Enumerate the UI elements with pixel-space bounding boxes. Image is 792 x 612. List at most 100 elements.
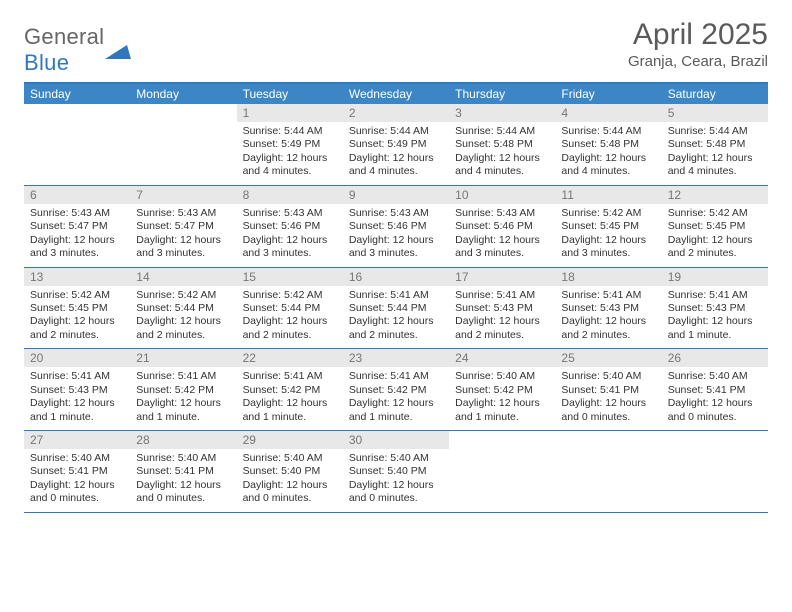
sunrise-line: Sunrise: 5:40 AM [30,452,124,465]
sunrise-line: Sunrise: 5:40 AM [243,452,337,465]
calendar-body: 1Sunrise: 5:44 AMSunset: 5:49 PMDaylight… [24,104,768,513]
day-body: Sunrise: 5:40 AMSunset: 5:41 PMDaylight:… [555,367,661,430]
sunset-line: Sunset: 5:44 PM [136,302,230,315]
sunrise-line: Sunrise: 5:42 AM [668,207,762,220]
calendar-header-row: Sunday Monday Tuesday Wednesday Thursday… [24,84,768,104]
title-block: April 2025 Granja, Ceara, Brazil [628,18,768,70]
calendar-week: 27Sunrise: 5:40 AMSunset: 5:41 PMDayligh… [24,431,768,513]
day-number: 13 [24,268,130,286]
day-number: 29 [237,431,343,449]
sunset-line: Sunset: 5:43 PM [668,302,762,315]
day-body: Sunrise: 5:40 AMSunset: 5:41 PMDaylight:… [24,449,130,512]
daylight-line: Daylight: 12 hours and 3 minutes. [349,234,443,261]
calendar-cell: 12Sunrise: 5:42 AMSunset: 5:45 PMDayligh… [662,186,768,267]
day-number: 5 [662,104,768,122]
sunrise-line: Sunrise: 5:44 AM [561,125,655,138]
sunset-line: Sunset: 5:41 PM [668,384,762,397]
day-number: 28 [130,431,236,449]
day-body: Sunrise: 5:41 AMSunset: 5:44 PMDaylight:… [343,286,449,349]
col-friday: Friday [555,84,661,104]
calendar-cell: 16Sunrise: 5:41 AMSunset: 5:44 PMDayligh… [343,268,449,349]
logo-part1: General [24,24,104,49]
day-number: 14 [130,268,236,286]
sunset-line: Sunset: 5:43 PM [455,302,549,315]
sunset-line: Sunset: 5:41 PM [136,465,230,478]
sunrise-line: Sunrise: 5:42 AM [30,289,124,302]
calendar-cell: 24Sunrise: 5:40 AMSunset: 5:42 PMDayligh… [449,349,555,430]
day-body: Sunrise: 5:44 AMSunset: 5:49 PMDaylight:… [237,122,343,185]
daylight-line: Daylight: 12 hours and 3 minutes. [455,234,549,261]
sunrise-line: Sunrise: 5:44 AM [349,125,443,138]
calendar-cell: 20Sunrise: 5:41 AMSunset: 5:43 PMDayligh… [24,349,130,430]
calendar-cell: 3Sunrise: 5:44 AMSunset: 5:48 PMDaylight… [449,104,555,185]
sunrise-line: Sunrise: 5:40 AM [136,452,230,465]
day-number: 26 [662,349,768,367]
daylight-line: Daylight: 12 hours and 0 minutes. [349,479,443,506]
col-thursday: Thursday [449,84,555,104]
daylight-line: Daylight: 12 hours and 4 minutes. [243,152,337,179]
daylight-line: Daylight: 12 hours and 1 minute. [668,315,762,342]
day-number: 4 [555,104,661,122]
daylight-line: Daylight: 12 hours and 0 minutes. [243,479,337,506]
sunset-line: Sunset: 5:49 PM [349,138,443,151]
sunrise-line: Sunrise: 5:41 AM [30,370,124,383]
day-body: Sunrise: 5:41 AMSunset: 5:42 PMDaylight:… [237,367,343,430]
sunset-line: Sunset: 5:47 PM [30,220,124,233]
sunset-line: Sunset: 5:41 PM [561,384,655,397]
daylight-line: Daylight: 12 hours and 0 minutes. [30,479,124,506]
sunset-line: Sunset: 5:46 PM [243,220,337,233]
day-body: Sunrise: 5:40 AMSunset: 5:41 PMDaylight:… [662,367,768,430]
calendar-cell: 15Sunrise: 5:42 AMSunset: 5:44 PMDayligh… [237,268,343,349]
day-body: Sunrise: 5:40 AMSunset: 5:40 PMDaylight:… [237,449,343,512]
day-number: 20 [24,349,130,367]
day-number: 22 [237,349,343,367]
daylight-line: Daylight: 12 hours and 0 minutes. [561,397,655,424]
sunset-line: Sunset: 5:45 PM [30,302,124,315]
daylight-line: Daylight: 12 hours and 4 minutes. [349,152,443,179]
calendar-cell: 18Sunrise: 5:41 AMSunset: 5:43 PMDayligh… [555,268,661,349]
day-number: 21 [130,349,236,367]
calendar-cell: 27Sunrise: 5:40 AMSunset: 5:41 PMDayligh… [24,431,130,512]
day-number: 12 [662,186,768,204]
calendar-week: 20Sunrise: 5:41 AMSunset: 5:43 PMDayligh… [24,349,768,431]
sunset-line: Sunset: 5:40 PM [243,465,337,478]
calendar-cell: 23Sunrise: 5:41 AMSunset: 5:42 PMDayligh… [343,349,449,430]
sunrise-line: Sunrise: 5:43 AM [349,207,443,220]
day-number: 10 [449,186,555,204]
day-number: 6 [24,186,130,204]
header-area: General Blue April 2025 Granja, Ceara, B… [24,18,768,76]
calendar-week: 6Sunrise: 5:43 AMSunset: 5:47 PMDaylight… [24,186,768,268]
daylight-line: Daylight: 12 hours and 1 minute. [30,397,124,424]
col-tuesday: Tuesday [237,84,343,104]
calendar-cell: 1Sunrise: 5:44 AMSunset: 5:49 PMDaylight… [237,104,343,185]
calendar: Sunday Monday Tuesday Wednesday Thursday… [24,82,768,513]
day-body: Sunrise: 5:41 AMSunset: 5:43 PMDaylight:… [555,286,661,349]
day-number: 19 [662,268,768,286]
sunset-line: Sunset: 5:45 PM [561,220,655,233]
day-body: Sunrise: 5:43 AMSunset: 5:47 PMDaylight:… [24,204,130,267]
calendar-cell: 21Sunrise: 5:41 AMSunset: 5:42 PMDayligh… [130,349,236,430]
day-number [130,104,236,122]
col-monday: Monday [130,84,236,104]
day-number: 3 [449,104,555,122]
sunset-line: Sunset: 5:46 PM [349,220,443,233]
daylight-line: Daylight: 12 hours and 4 minutes. [668,152,762,179]
col-sunday: Sunday [24,84,130,104]
day-number: 17 [449,268,555,286]
calendar-cell [449,431,555,512]
sunset-line: Sunset: 5:42 PM [349,384,443,397]
calendar-cell [555,431,661,512]
sunrise-line: Sunrise: 5:40 AM [668,370,762,383]
day-body: Sunrise: 5:40 AMSunset: 5:41 PMDaylight:… [130,449,236,512]
calendar-cell: 5Sunrise: 5:44 AMSunset: 5:48 PMDaylight… [662,104,768,185]
day-body: Sunrise: 5:44 AMSunset: 5:48 PMDaylight:… [555,122,661,185]
day-number: 25 [555,349,661,367]
sunset-line: Sunset: 5:45 PM [668,220,762,233]
day-body: Sunrise: 5:41 AMSunset: 5:43 PMDaylight:… [662,286,768,349]
calendar-cell: 2Sunrise: 5:44 AMSunset: 5:49 PMDaylight… [343,104,449,185]
day-number: 9 [343,186,449,204]
day-body: Sunrise: 5:42 AMSunset: 5:44 PMDaylight:… [130,286,236,349]
calendar-cell [24,104,130,185]
daylight-line: Daylight: 12 hours and 3 minutes. [30,234,124,261]
sunset-line: Sunset: 5:42 PM [136,384,230,397]
